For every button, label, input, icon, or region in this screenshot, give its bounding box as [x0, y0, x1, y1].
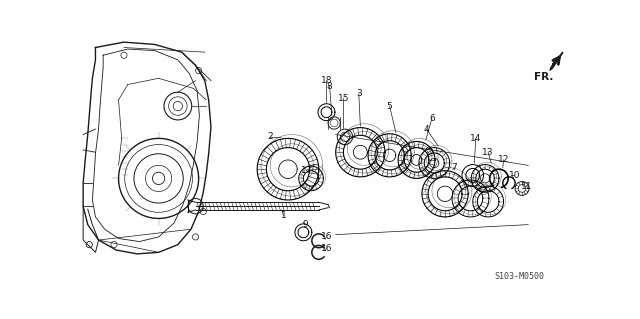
Text: 15: 15: [338, 94, 349, 103]
Text: 4: 4: [424, 125, 429, 134]
Text: 14: 14: [470, 134, 481, 143]
Text: FR.: FR.: [534, 72, 554, 82]
Text: 9: 9: [302, 220, 308, 229]
Polygon shape: [550, 52, 563, 70]
Text: 10: 10: [509, 171, 520, 180]
Text: 2: 2: [268, 132, 273, 141]
Text: 5: 5: [387, 101, 392, 111]
Text: 17: 17: [301, 166, 312, 175]
Text: 16: 16: [321, 244, 332, 253]
Text: S103-M0500: S103-M0500: [494, 272, 544, 281]
Text: 18: 18: [321, 76, 332, 85]
Text: 6: 6: [429, 114, 435, 123]
Text: 16: 16: [321, 233, 332, 241]
Text: 7: 7: [451, 163, 457, 172]
Text: 1: 1: [280, 211, 286, 220]
Text: 12: 12: [498, 155, 509, 164]
Text: 11: 11: [521, 182, 532, 191]
Text: 13: 13: [483, 148, 494, 157]
Text: 8: 8: [326, 82, 332, 91]
Text: 3: 3: [356, 89, 362, 98]
